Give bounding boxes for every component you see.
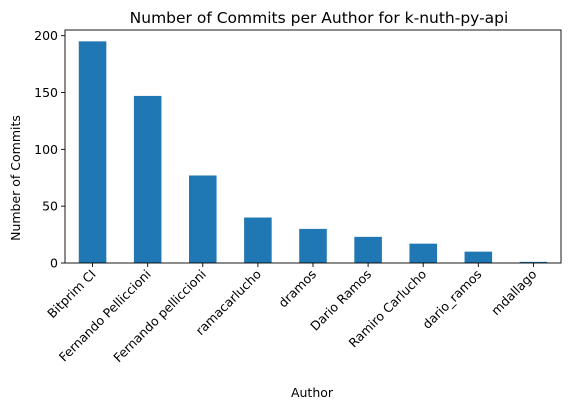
bar-8 [464,251,493,263]
bar-9 [519,261,548,263]
y-tick-label: 50 [42,199,58,214]
bar-2 [133,95,162,263]
bar-1 [78,41,107,264]
x-tick-label: Bitprim CI [44,267,98,321]
y-axis-label: Number of Commits [8,115,23,241]
bar-5 [299,228,327,263]
x-tick-label: Fernando pelliccioni [110,267,209,366]
bar-3 [189,175,217,263]
x-tick-label: dario_ramos [419,267,484,332]
x-tick-label: mdallago [488,267,540,319]
y-tick-label: 0 [50,256,58,271]
y-tick-label: 100 [34,142,58,157]
x-tick-label: Fernando Pelliccioni [56,267,154,365]
bar-6 [354,236,382,263]
bar-4 [244,217,272,263]
bar-7 [409,243,437,263]
y-tick-label: 150 [34,85,58,100]
x-axis-label: Author [291,385,334,400]
x-tick-label: dramos [275,267,319,311]
y-tick-label: 200 [34,28,58,43]
chart-title: Number of Commits per Author for k-nuth-… [130,9,509,27]
